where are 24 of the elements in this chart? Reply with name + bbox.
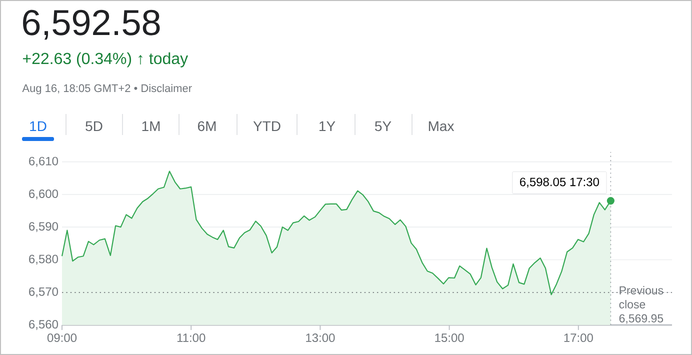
y-tick-label: 6,580 xyxy=(29,254,58,265)
y-tick-label: 6,610 xyxy=(29,156,58,167)
x-tick-label: 11:00 xyxy=(177,334,206,342)
x-tick-label: 17:00 xyxy=(564,334,593,342)
chart-title: 6,592.58 xyxy=(23,10,160,40)
x-tick-label: 09:00 xyxy=(47,334,77,342)
text: 1Y xyxy=(320,121,336,131)
y-tick-label: 6,570 xyxy=(29,287,58,298)
chart-subtitle: +22.63 (0.34%) ↑ today xyxy=(22,52,188,68)
text: Max xyxy=(428,121,454,132)
text: 1D xyxy=(30,121,46,131)
ref-line-label: Previous close 6,569.95 xyxy=(619,286,664,324)
text: 6M xyxy=(198,121,216,132)
y-tick-label: 6,600 xyxy=(29,189,58,200)
x-tick-label: 15:00 xyxy=(435,334,464,342)
y-tick-label: 6,560 xyxy=(29,320,58,330)
x-tick-label: 13:00 xyxy=(306,334,335,342)
text: 5Y xyxy=(375,121,392,132)
text: YTD xyxy=(253,121,280,131)
text: 5D xyxy=(86,121,102,132)
annotation: 6,598.05 17:30 xyxy=(520,178,599,188)
text: 1M xyxy=(142,121,160,131)
y-tick-label: 6,590 xyxy=(29,222,58,232)
text: Aug 16, 18:05 GMT+2 • Disclaimer xyxy=(22,84,192,94)
